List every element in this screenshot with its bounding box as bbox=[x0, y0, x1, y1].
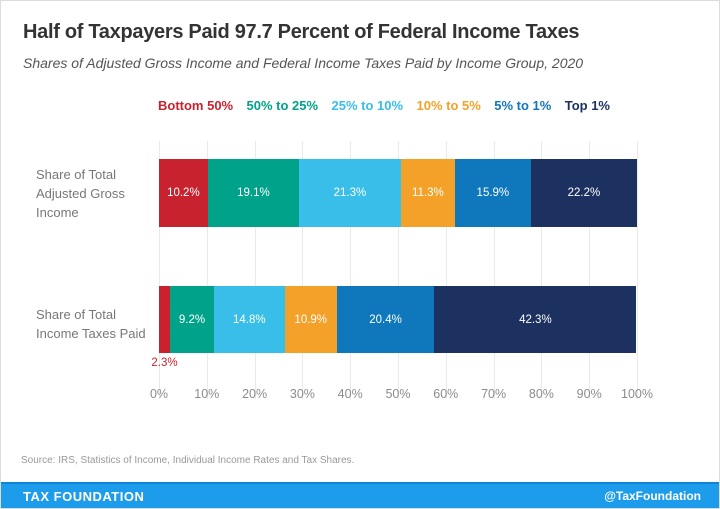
bar-segment: 21.3% bbox=[299, 159, 401, 227]
plot-area: 10.2% 19.1% 21.3% 11.3% 15.9% 22.2% 2.3% 9.2% 14… bbox=[151, 141, 638, 399]
gridline bbox=[350, 141, 352, 399]
bar-segment bbox=[159, 286, 170, 353]
legend-item: 5% to 1% bbox=[494, 98, 552, 113]
legend-item: Top 1% bbox=[564, 98, 610, 113]
bar-segment: 20.4% bbox=[336, 286, 435, 353]
x-tick-label: 30% bbox=[289, 387, 315, 401]
gridline bbox=[159, 141, 160, 399]
bar-segment: 10.2% bbox=[159, 159, 208, 227]
bar-segment: 15.9% bbox=[454, 159, 531, 227]
legend-item: 10% to 5% bbox=[416, 98, 481, 113]
bar-segment: 11.3% bbox=[400, 159, 455, 227]
x-tick-label: 0% bbox=[149, 387, 169, 401]
stacked-bar: 10.2% 19.1% 21.3% 11.3% 15.9% 22.2% bbox=[159, 159, 637, 227]
bar-segment: 10.9% bbox=[284, 286, 337, 353]
gridline bbox=[493, 141, 495, 399]
x-tick-label: 50% bbox=[385, 387, 411, 401]
x-tick-label: 100% bbox=[621, 387, 653, 401]
twitter-handle: @TaxFoundation bbox=[604, 489, 701, 503]
stacked-bar: 9.2% 14.8% 10.9% 20.4% 42.3% bbox=[159, 286, 637, 353]
source-note: Source: IRS, Statistics of Income, Indiv… bbox=[21, 455, 355, 466]
x-tick-label: 40% bbox=[337, 387, 363, 401]
chart-title: Half of Taxpayers Paid 97.7 Percent of F… bbox=[23, 21, 580, 43]
legend-item: 50% to 25% bbox=[246, 98, 319, 113]
legend-item: 25% to 10% bbox=[331, 98, 404, 113]
category-labels: Share of Total Adjusted Gross Income Share … bbox=[1, 1, 151, 508]
x-tick-label: 80% bbox=[528, 387, 554, 401]
gridline bbox=[206, 141, 208, 399]
footer-banner: TAX FOUNDATION @TaxFoundation bbox=[1, 482, 719, 508]
bar-segment-outside-label: 2.3% bbox=[151, 357, 178, 369]
x-axis: 0% 10% 20% 30% 40% 50% 60% 70% 80% 90% 100% bbox=[150, 387, 653, 403]
x-tick-label: 60% bbox=[433, 387, 459, 401]
x-tick-label: 70% bbox=[481, 387, 507, 401]
bar-segment: 19.1% bbox=[207, 159, 300, 227]
gridline bbox=[302, 141, 304, 399]
bar-segment: 42.3% bbox=[434, 286, 637, 353]
x-tick-label: 10% bbox=[194, 387, 220, 401]
x-tick-label: 20% bbox=[242, 387, 268, 401]
brand-wordmark: TAX FOUNDATION bbox=[23, 488, 145, 504]
gridline bbox=[445, 141, 447, 399]
gridline bbox=[589, 141, 591, 399]
legend-item: Bottom 50% bbox=[158, 98, 234, 113]
chart-subtitle: Shares of Adjusted Gross Income and Fede… bbox=[23, 55, 584, 71]
gridline bbox=[541, 141, 543, 399]
bar-segment: 9.2% bbox=[169, 286, 214, 353]
gridline bbox=[637, 141, 638, 399]
category-label: Share of Total Adjusted Gross Income bbox=[36, 167, 125, 220]
category-label: Share of Total Income Taxes Paid bbox=[36, 307, 146, 341]
gridline bbox=[398, 141, 399, 399]
legend: Bottom 50% 50% to 25% 25% to 10% 10% to 5% 5… bbox=[158, 98, 610, 113]
gridline bbox=[254, 141, 256, 399]
x-tick-label: 90% bbox=[576, 387, 602, 401]
bar-segment: 22.2% bbox=[530, 159, 637, 227]
bar-segment: 14.8% bbox=[213, 286, 285, 353]
